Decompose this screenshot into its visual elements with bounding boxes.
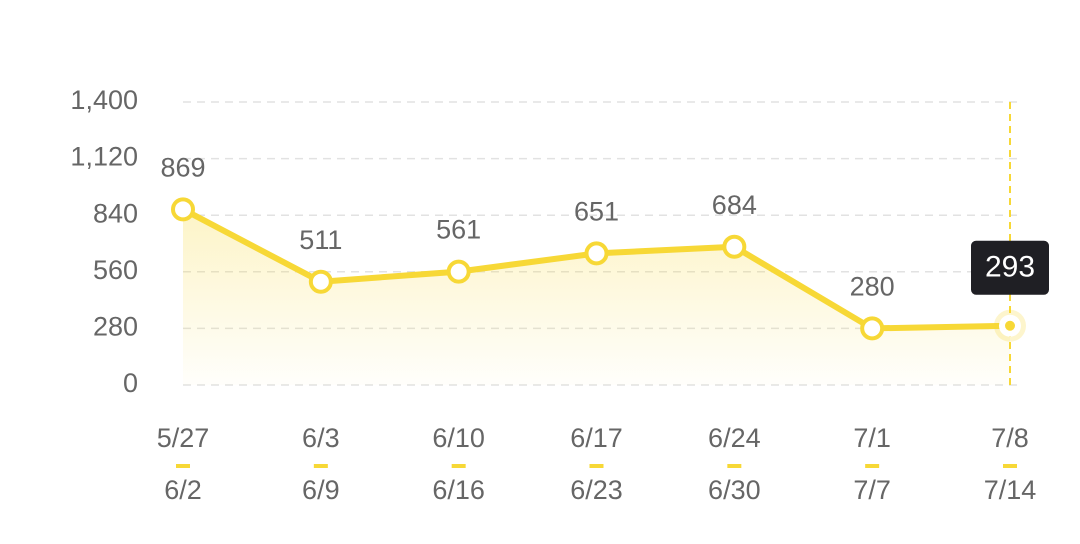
x-tick-label: 6/17 xyxy=(570,423,623,453)
x-label-dash xyxy=(589,464,604,468)
x-tick-label: 6/10 xyxy=(432,423,485,453)
x-tick-label: 7/14 xyxy=(984,475,1037,505)
value-label: 511 xyxy=(299,225,342,255)
x-tick-label: 6/30 xyxy=(708,475,761,505)
value-label: 561 xyxy=(436,215,481,245)
point-dot xyxy=(1005,320,1015,331)
value-label: 684 xyxy=(712,190,757,220)
x-tick-label: 6/3 xyxy=(302,423,340,453)
x-tick-label: 6/2 xyxy=(164,475,202,505)
x-label-dash xyxy=(727,464,742,468)
y-tick-label: 1,400 xyxy=(70,85,138,115)
x-tick-label: 6/23 xyxy=(570,475,623,505)
x-label-dash xyxy=(451,464,466,468)
point xyxy=(446,259,471,284)
tooltip-value: 293 xyxy=(985,251,1035,284)
point xyxy=(308,269,333,294)
x-tick-label: 7/7 xyxy=(853,475,891,505)
x-tick-label: 7/1 xyxy=(853,423,891,453)
point xyxy=(722,234,747,259)
area xyxy=(183,209,1010,385)
y-tick-label: 280 xyxy=(93,312,138,342)
point xyxy=(584,241,609,266)
x-tick-label: 6/16 xyxy=(432,475,485,505)
x-label-dash xyxy=(865,464,880,468)
x-tick-label: 7/8 xyxy=(991,423,1029,453)
x-label-dash xyxy=(1003,464,1017,468)
point xyxy=(171,197,195,222)
x-label-dash xyxy=(176,464,190,468)
y-tick-label: 0 xyxy=(123,368,138,398)
point xyxy=(860,316,885,341)
y-tick-label: 1,120 xyxy=(70,142,138,172)
y-tick-label: 560 xyxy=(93,255,138,285)
x-tick-label: 6/9 xyxy=(302,475,340,505)
value-label: 869 xyxy=(160,152,205,182)
y-tick-label: 840 xyxy=(93,198,138,228)
x-label-dash xyxy=(313,464,328,468)
tooltip-box xyxy=(971,240,1049,295)
value-label: 651 xyxy=(574,197,619,227)
x-tick-label: 6/24 xyxy=(708,423,761,453)
value-label: 280 xyxy=(850,272,895,302)
x-tick-label: 5/27 xyxy=(157,423,210,453)
